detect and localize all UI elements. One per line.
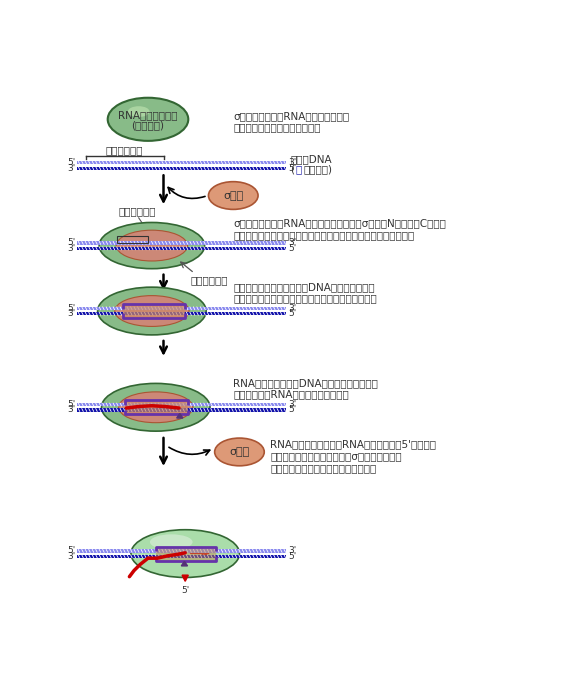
Text: 3': 3' (288, 304, 297, 313)
Text: 青: 青 (295, 164, 302, 174)
Text: RNAの合成が進むと、RNAの一方の側（5'端側）は
魳型から解離する。最終的にσ因子が解離し、
転写は「伸長ステップ」に移行する。: RNAの合成が進むと、RNAの一方の側（5'端側）は 魳型から解離する。最終的に… (271, 440, 437, 473)
Ellipse shape (116, 230, 187, 261)
Polygon shape (181, 561, 187, 566)
Text: 3': 3' (67, 552, 75, 561)
Bar (77, 247, 286, 250)
Text: 5': 5' (160, 412, 168, 421)
Text: 5': 5' (67, 304, 75, 313)
Text: 転写開始位置のすぐ上流でDNAの二重らせんが
ほどかれ、いわゆる「転写バブル」が形成される。: 転写開始位置のすぐ上流でDNAの二重らせんが ほどかれ、いわゆる「転写バブル」が… (233, 282, 377, 303)
Text: 二重鎖DNA: 二重鎖DNA (290, 154, 332, 164)
Text: (コア酵素): (コア酵素) (131, 120, 165, 130)
Bar (77, 312, 286, 315)
Text: σ因子がないと、RNAポリメラーゼは
プロモーターに結合できない。: σ因子がないと、RNAポリメラーゼは プロモーターに結合できない。 (233, 111, 349, 132)
Text: 転写開始位置: 転写開始位置 (191, 275, 228, 284)
Text: は鋳型鎖): は鋳型鎖) (303, 164, 332, 174)
Ellipse shape (209, 182, 258, 210)
Text: 5': 5' (288, 552, 297, 561)
Bar (77, 307, 286, 310)
Ellipse shape (98, 287, 206, 335)
Bar (77, 408, 286, 412)
Text: 3': 3' (67, 244, 75, 253)
Text: 5': 5' (288, 309, 297, 318)
Text: 5': 5' (181, 586, 190, 595)
Ellipse shape (108, 98, 188, 141)
Ellipse shape (99, 222, 205, 268)
Ellipse shape (131, 530, 240, 577)
Text: 5': 5' (288, 164, 297, 173)
Bar (123, 304, 185, 318)
Text: 3': 3' (288, 547, 297, 556)
Text: σ因子: σ因子 (223, 191, 244, 201)
Text: 3': 3' (67, 164, 75, 173)
Bar (77, 554, 286, 558)
Polygon shape (177, 413, 183, 418)
Bar (77, 161, 286, 164)
Bar (125, 401, 188, 415)
Text: 5': 5' (67, 547, 75, 556)
Ellipse shape (150, 534, 192, 549)
Text: σ因子を結合したRNAポリメラーゼは、（σ因子のN末端側とC末端側
ドメインを利用して）プロモーターの配列を認識して結合する。: σ因子を結合したRNAポリメラーゼは、（σ因子のN末端側とC末端側 ドメインを利… (233, 219, 446, 240)
Text: 3': 3' (67, 309, 75, 318)
Bar (77, 166, 286, 170)
Text: σ因子: σ因子 (230, 447, 250, 457)
Text: 5': 5' (67, 238, 75, 247)
Ellipse shape (118, 392, 193, 423)
Text: プロモーター: プロモーター (106, 145, 143, 154)
Ellipse shape (128, 106, 149, 117)
Text: 3': 3' (67, 405, 75, 415)
Bar (117, 236, 148, 243)
Text: RNAポリメラーゼはDNAの魳型鎖に相補的な
配列をもったRNAの合成を開始する。: RNAポリメラーゼはDNAの魳型鎖に相補的な 配列をもったRNAの合成を開始する… (233, 378, 378, 400)
Ellipse shape (102, 384, 210, 431)
Text: プロモーター: プロモーター (118, 206, 156, 216)
Text: 5': 5' (288, 405, 297, 415)
Bar (77, 549, 286, 553)
Bar (77, 403, 286, 406)
Text: 5': 5' (288, 244, 297, 253)
Text: 3': 3' (288, 400, 297, 409)
Ellipse shape (215, 438, 265, 466)
Ellipse shape (114, 296, 189, 326)
Text: 3': 3' (288, 158, 297, 167)
Text: (: ( (290, 164, 294, 174)
Polygon shape (182, 575, 188, 582)
Text: 5': 5' (67, 400, 75, 409)
Bar (156, 547, 216, 561)
Bar (77, 241, 286, 245)
Text: 3': 3' (288, 238, 297, 247)
Text: RNAポリメラーゼ: RNAポリメラーゼ (118, 110, 178, 120)
Text: 5': 5' (67, 158, 75, 167)
